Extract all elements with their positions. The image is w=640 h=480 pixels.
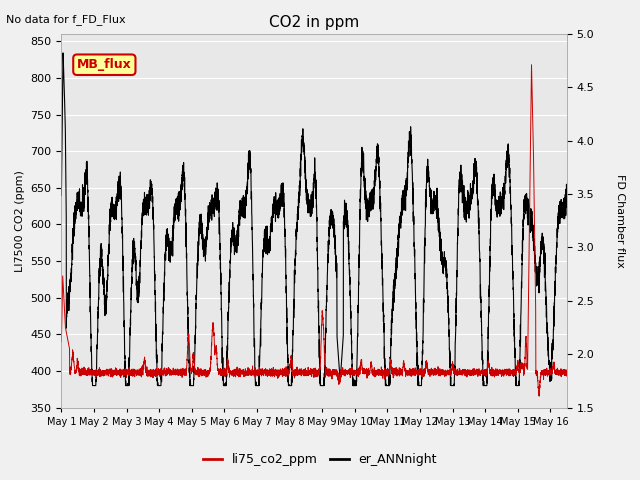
Text: MB_flux: MB_flux xyxy=(77,58,132,71)
Title: CO2 in ppm: CO2 in ppm xyxy=(269,15,359,30)
Y-axis label: LI7500 CO2 (ppm): LI7500 CO2 (ppm) xyxy=(15,170,25,272)
Text: No data for f_FD_Flux: No data for f_FD_Flux xyxy=(6,14,126,25)
Y-axis label: FD Chamber flux: FD Chamber flux xyxy=(615,174,625,268)
Legend: li75_co2_ppm, er_ANNnight: li75_co2_ppm, er_ANNnight xyxy=(198,448,442,471)
